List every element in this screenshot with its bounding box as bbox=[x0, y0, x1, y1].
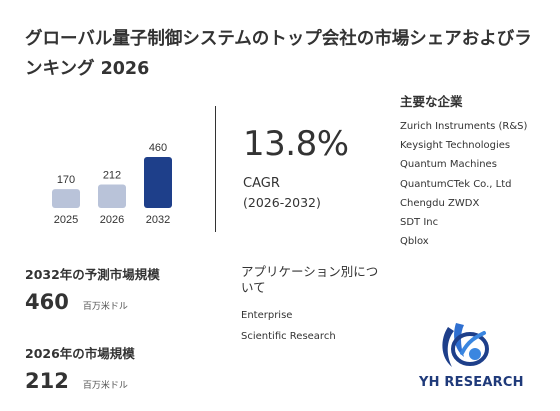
divider bbox=[215, 106, 216, 232]
key-players-list: Zurich Instruments (R&S) Keysight Techno… bbox=[400, 117, 527, 251]
bar-category-label: 2026 bbox=[100, 214, 124, 226]
bar-value-label: 460 bbox=[149, 142, 167, 154]
forecast-market-size-label: 2032年の予測市場規模 bbox=[25, 267, 160, 282]
key-player-item: QuantumCTek Co., Ltd bbox=[400, 178, 512, 190]
applications-title: アプリケーション別について bbox=[241, 264, 379, 295]
forecast-market-size: 460 百万米ドル bbox=[25, 290, 128, 314]
current-market-size: 212 百万米ドル bbox=[25, 369, 128, 393]
bar-category-label: 2025 bbox=[54, 214, 78, 226]
key-players-title: 主要な企業 bbox=[400, 94, 463, 109]
applications-list: Enterprise Scientific Research bbox=[241, 305, 336, 347]
forecast-market-size-unit: 百万米ドル bbox=[82, 302, 128, 312]
key-player-item: Chengdu ZWDX bbox=[400, 197, 480, 209]
forecast-market-size-value: 460 bbox=[25, 290, 69, 314]
cagr-range: (2026-2032) bbox=[243, 195, 321, 210]
current-market-size-unit: 百万米ドル bbox=[82, 381, 128, 391]
bar-value-label: 170 bbox=[57, 174, 75, 186]
page-title: グローバル量子制御システムのトップ会社の市場シェアおよびランキング 2026 bbox=[25, 29, 532, 79]
bar-category-label: 2032 bbox=[146, 214, 170, 226]
key-player-item: Qblox bbox=[400, 236, 429, 248]
bar-2026 bbox=[98, 184, 126, 208]
key-player-item: Zurich Instruments (R&S) bbox=[400, 121, 528, 132]
application-item: Scientific Research bbox=[241, 331, 336, 342]
current-market-size-label: 2026年の市場規模 bbox=[25, 346, 135, 361]
bar-value-label: 212 bbox=[103, 169, 121, 181]
key-player-item: Keysight Technologies bbox=[400, 140, 511, 152]
key-player-item: SDT Inc bbox=[400, 217, 439, 229]
current-market-size-value: 212 bbox=[25, 369, 69, 393]
application-item: Enterprise bbox=[241, 310, 293, 321]
bar-2032 bbox=[144, 157, 172, 208]
logo-text: YH RESEARCH bbox=[419, 375, 524, 390]
cagr-label: CAGR bbox=[243, 176, 280, 191]
market-size-bar-chart: 170 2025 212 2026 460 2032 bbox=[52, 142, 172, 226]
cagr-value: 13.8% bbox=[243, 124, 349, 164]
yh-research-logo-icon bbox=[442, 323, 489, 367]
bar-2025 bbox=[52, 189, 80, 208]
key-player-item: Quantum Machines bbox=[400, 159, 497, 171]
